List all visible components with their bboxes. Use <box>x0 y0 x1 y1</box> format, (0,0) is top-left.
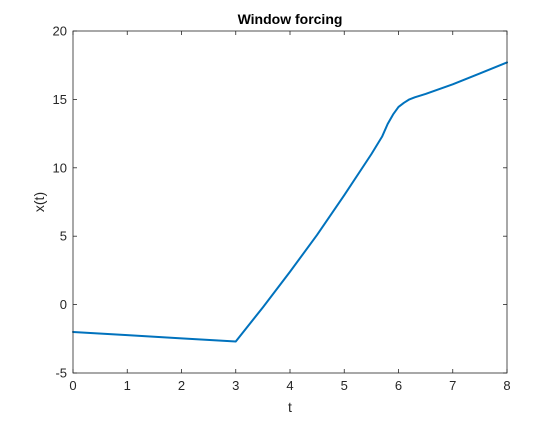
series-layer <box>72 61 508 343</box>
x-tick-label-1: 1 <box>124 378 131 393</box>
y-axis-label: x(t) <box>31 192 47 212</box>
y-tick-label-5: 20 <box>53 24 67 39</box>
y-tick-label-0: -5 <box>55 366 67 381</box>
x-tick-label-3: 3 <box>232 378 239 393</box>
x-tick-label-7: 7 <box>449 378 456 393</box>
y-tick-label-2: 5 <box>60 229 67 244</box>
y-tick-label-3: 10 <box>53 160 67 175</box>
series-line-0 <box>72 61 508 343</box>
x-tick-label-5: 5 <box>341 378 348 393</box>
axes-box <box>72 30 508 374</box>
x-tick-label-4: 4 <box>286 378 293 393</box>
x-tick-label-8: 8 <box>503 378 510 393</box>
x-tick-label-6: 6 <box>395 378 402 393</box>
chart-title: Window forcing <box>238 11 343 27</box>
x-tick-label-0: 0 <box>69 378 76 393</box>
x-tick-label-2: 2 <box>178 378 185 393</box>
x-axis-label: t <box>288 399 292 415</box>
y-tick-label-4: 15 <box>53 92 67 107</box>
plot-area <box>73 31 507 373</box>
y-tick-label-1: 0 <box>60 297 67 312</box>
